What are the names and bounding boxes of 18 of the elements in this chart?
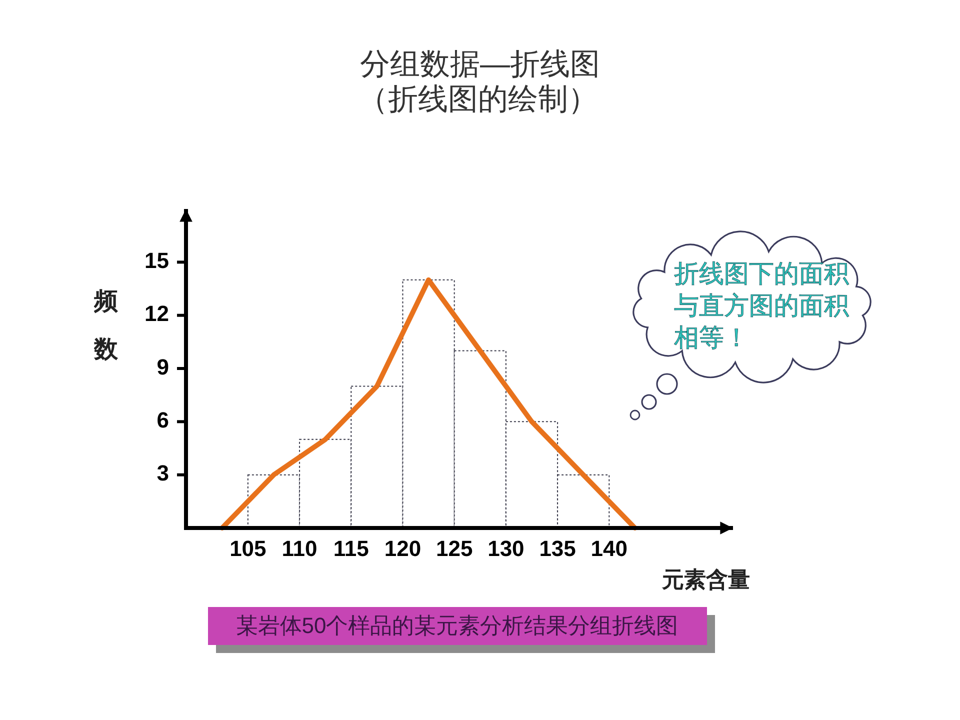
x-tick-label: 125 <box>436 536 473 561</box>
y-tick-label: 15 <box>144 248 169 273</box>
y-tick-label: 6 <box>156 407 169 432</box>
y-tick-label: 3 <box>156 460 169 486</box>
x-tick-label: 135 <box>539 536 576 561</box>
x-tick-label: 140 <box>590 536 628 561</box>
y-tick-label: 9 <box>156 354 169 380</box>
y-tick-label: 12 <box>144 301 169 326</box>
chart-subtitle: （折线图的绘制） <box>358 82 598 116</box>
x-tick-label: 105 <box>230 536 266 561</box>
text: 某岩体50个样品的某元素分析结果分组折线图 <box>236 612 678 638</box>
x-tick-label: 110 <box>282 536 318 561</box>
x-tick-label: 115 <box>333 536 369 561</box>
chart-title: 分组数据—折线图 <box>360 48 600 81</box>
x-axis-title: 元素含量 <box>661 566 750 592</box>
x-tick-label: 120 <box>384 536 422 561</box>
x-tick-label: 130 <box>488 536 524 561</box>
annotation: 折线图下的面积与直方图的面积相等！ <box>674 259 850 354</box>
